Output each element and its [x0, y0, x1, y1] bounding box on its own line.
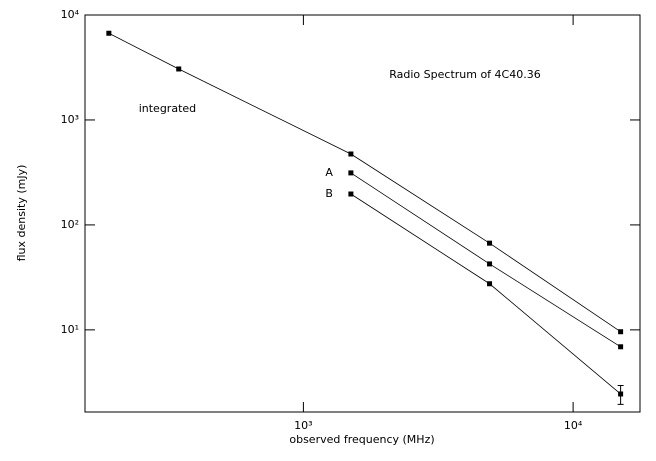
data-point: [618, 344, 624, 350]
error-bar: [617, 385, 624, 405]
data-point: [348, 151, 354, 157]
x-axis-label: observed frequency (MHz): [289, 433, 434, 446]
y-axis-label: flux density (mJy): [15, 165, 28, 262]
data-point: [106, 30, 112, 36]
data-point: [176, 66, 182, 72]
series-line: [350, 172, 621, 348]
data-point: [618, 329, 624, 335]
plot-frame: [84, 14, 641, 413]
y-tick-label: 10²: [61, 218, 79, 231]
x-tick-label: 10⁴: [564, 419, 583, 432]
series-label: A: [325, 166, 333, 179]
x-tick-label: 10³: [294, 419, 312, 432]
data-point: [487, 281, 493, 287]
series-label: integrated: [139, 102, 196, 115]
y-tick-label: 10⁴: [61, 8, 80, 21]
y-tick-label: 10³: [61, 113, 79, 126]
y-tick-label: 10¹: [61, 323, 79, 336]
series-line: [350, 193, 621, 395]
series-label: B: [325, 187, 333, 200]
chart-title: Radio Spectrum of 4C40.36: [389, 68, 540, 81]
data-point: [348, 191, 354, 197]
data-point: [487, 240, 493, 246]
data-point: [487, 261, 493, 267]
data-point: [348, 170, 354, 176]
series-line: [108, 32, 621, 333]
